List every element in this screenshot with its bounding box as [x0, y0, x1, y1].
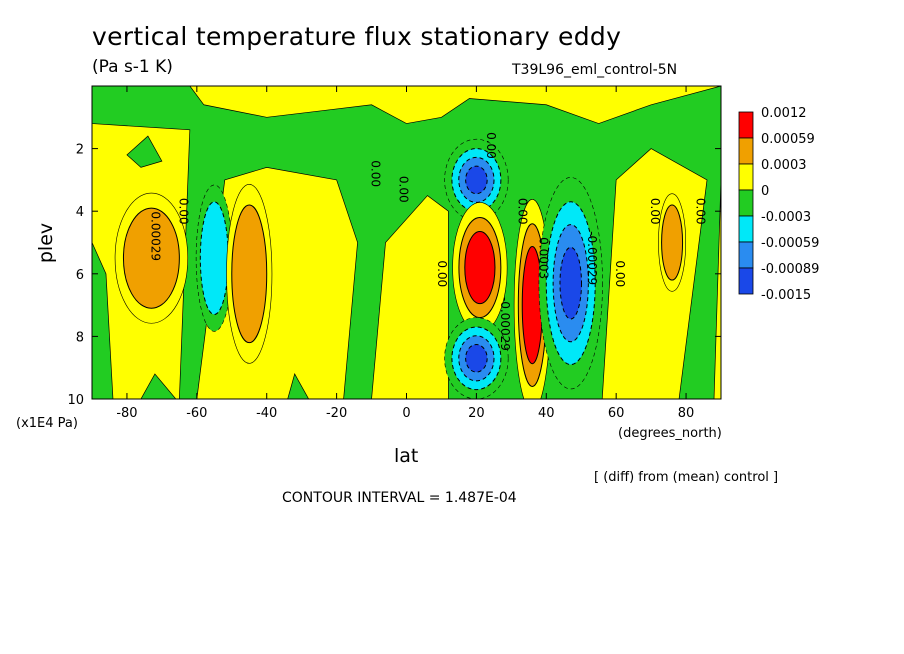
- colorbar-swatch-3: [738, 189, 754, 217]
- x-tick-label-8: 80: [678, 406, 695, 421]
- contour-labels: 0.00 0.00 0.00 0.00 0.00029 0.00 0.00 0.0003 -0.…: [148, 132, 707, 351]
- feature-3-level-2: [465, 165, 488, 195]
- y-axis-unit: (x1E4 Pa): [16, 416, 78, 431]
- contour-label-1: 0.00: [397, 176, 411, 203]
- contour-label-0: 0.00: [369, 160, 383, 187]
- colorbar-label-7: -0.0015: [761, 288, 811, 303]
- contour-label-2: 0.00: [484, 132, 498, 159]
- colorbar-label-0: 0.0012: [761, 106, 807, 121]
- contour-label-10: 0.00: [613, 260, 627, 287]
- contour-label-7: 0.0003: [536, 237, 550, 279]
- colorbar-label-1: 0.00059: [761, 132, 815, 147]
- colorbar-label-2: 0.0003: [761, 158, 807, 173]
- feature-4-level-1: [464, 230, 496, 305]
- contour-label-6: 0.00: [515, 198, 529, 225]
- feature-0-level-0: [122, 207, 180, 309]
- y-axis-ticks: 2 4 6 8 10: [67, 143, 721, 408]
- contour-label-5: 0.00: [435, 260, 449, 287]
- feature-1-level-0: [199, 201, 229, 315]
- x-tick-label-6: 40: [538, 406, 555, 421]
- contour-interval: CONTOUR INTERVAL = 1.487E-04: [282, 490, 517, 506]
- colorbar-swatch-4: [738, 215, 754, 243]
- y-tick-label-2: 6: [76, 268, 84, 283]
- x-axis-label: lat: [394, 445, 419, 467]
- field-zero-band: [140, 373, 177, 399]
- x-axis-unit: (degrees_north): [618, 426, 722, 441]
- x-tick-label-0: -80: [116, 406, 137, 421]
- x-axis-ticks: -80 -60 -40 -20 0 20 40 60 80: [116, 86, 694, 421]
- colorbar-swatch-6: [738, 267, 754, 295]
- y-tick-label-0: 2: [76, 143, 84, 158]
- feature-8-level-0: [661, 204, 684, 281]
- colorbar-swatch-0: [738, 111, 754, 139]
- x-tick-label-3: -20: [326, 406, 347, 421]
- x-tick-label-5: 20: [468, 406, 485, 421]
- feature-2-level-0: [231, 204, 268, 344]
- contour-label-9: -0.00029: [585, 231, 599, 285]
- field-zero-band: [287, 373, 310, 399]
- colorbar-label-3: 0: [761, 184, 769, 199]
- colorbar-swatch-5: [738, 241, 754, 269]
- chart-title: vertical temperature flux stationary edd…: [92, 22, 622, 51]
- contour-label-4: 0.00029: [148, 211, 162, 261]
- contour-label-8: -0.00029: [498, 297, 512, 351]
- y-tick-label-1: 4: [76, 205, 84, 220]
- colorbar-label-6: -0.00089: [761, 262, 819, 277]
- diff-note: [ (diff) from (mean) control ]: [594, 470, 779, 485]
- colorbar-label-4: -0.0003: [761, 210, 811, 225]
- colorbar: 0.0012 0.00059 0.0003 0 -0.0003 -0.00059 -0.00…: [738, 106, 819, 303]
- y-tick-label-3: 8: [76, 330, 84, 345]
- feature-7-level-2: [559, 246, 583, 320]
- y-tick-label-4: 10: [67, 393, 84, 408]
- field-layer: [92, 86, 721, 399]
- contour-label-11: 0.00: [648, 198, 662, 225]
- x-tick-label-4: 0: [402, 406, 410, 421]
- colorbar-swatch-1: [738, 137, 754, 165]
- run-label: T39L96_eml_control-5N: [512, 62, 678, 78]
- field-zero-band: [126, 135, 163, 168]
- contour-label-12: 0.00: [694, 198, 708, 225]
- field-zero-band: [92, 242, 114, 399]
- feature-5-level-2: [465, 344, 488, 373]
- units-label: (Pa s-1 K): [92, 57, 173, 77]
- colorbar-label-5: -0.00059: [761, 236, 819, 251]
- x-tick-label-7: 60: [608, 406, 625, 421]
- x-tick-label-2: -40: [256, 406, 277, 421]
- colorbar-swatch-2: [738, 163, 754, 191]
- contour-label-3: 0.00: [176, 198, 190, 225]
- x-tick-label-1: -60: [186, 406, 207, 421]
